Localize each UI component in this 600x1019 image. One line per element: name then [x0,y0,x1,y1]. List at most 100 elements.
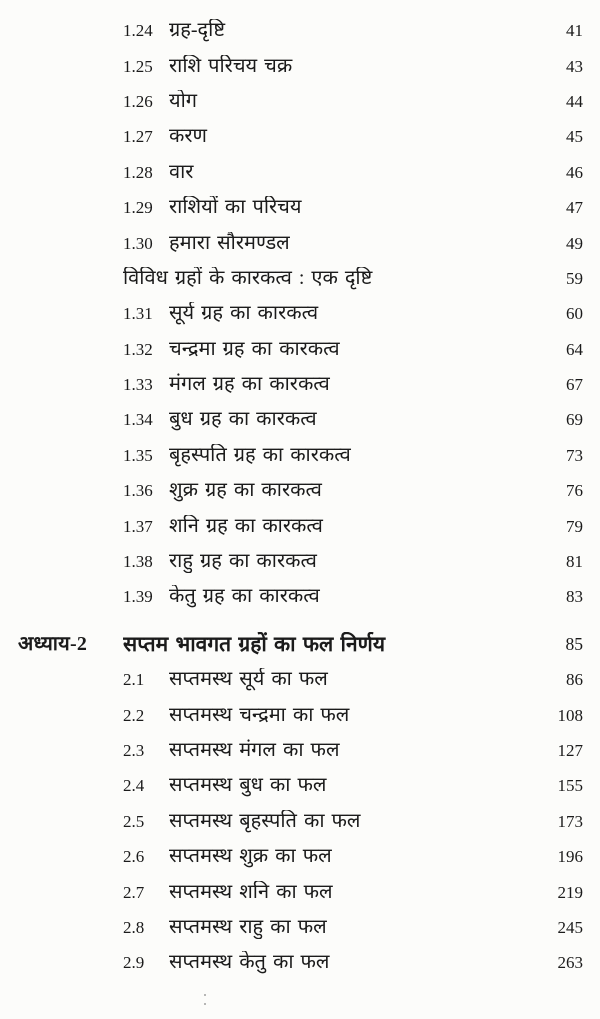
entry-number: 2.8 [123,917,145,937]
toc-row: 1.38 राहु ग्रह का कारकत्व 81 [0,544,600,579]
toc-row: 2.1 सप्तमस्थ सूर्य का फल 86 [0,662,600,697]
entry-page-number: 45 [566,127,583,147]
entry-page-number: 196 [557,847,584,867]
entry-number: 1.28 [123,162,153,182]
entry-title: ग्रह-दृष्टि [169,19,226,42]
entry-title: राशियों का परिचय [169,196,302,219]
toc-row: 1.35 बृहस्पति ग्रह का कारकत्व 73 [0,438,600,473]
entry-page-number: 83 [566,587,583,607]
toc-row: 1.27 करण 45 [0,119,600,154]
entry-number: 1.33 [123,375,153,395]
entry-title: सप्तमस्थ बृहस्पति का फल [169,809,361,832]
entry-page-number: 86 [566,670,583,690]
entry-page-number: 43 [566,56,583,76]
entry-page-number: 79 [566,516,583,536]
toc-row: 1.30 हमारा सौरमण्डल 49 [0,225,600,260]
entry-title: शनि ग्रह का कारकत्व [169,514,323,537]
toc-row: विविध ग्रहों के कारकत्व : एक दृष्टि 59 [0,261,600,296]
entry-title: सूर्य ग्रह का कारकत्व [169,302,319,325]
toc-row: 1.25 राशि परिचय चक्र 43 [0,48,600,83]
entry-page-number: 44 [566,91,583,111]
entry-number: 1.31 [123,304,153,324]
toc-row: 2.9 सप्तमस्थ केतु का फल 263 [0,945,600,980]
entry-title: सप्तमस्थ शनि का फल [169,880,333,903]
toc-row: 2.4 सप्तमस्थ बुध का फल 155 [0,768,600,803]
entry-page-number: 46 [566,162,583,182]
entry-number: 2.5 [123,811,145,831]
entry-page-number: 60 [566,304,583,324]
entry-title: केतु ग्रह का कारकत्व [169,585,320,608]
entry-number: 1.29 [123,198,153,218]
entry-page-number: 219 [557,882,584,902]
toc-row: 1.28 वार 46 [0,155,600,190]
toc-row: 1.31 सूर्य ग्रह का कारकत्व 60 [0,296,600,331]
entry-title: राहु ग्रह का कारकत्व [169,550,317,573]
toc-row: 2.2 सप्तमस्थ चन्द्रमा का फल 108 [0,697,600,732]
entry-title: योग [169,89,198,112]
toc-row: अध्याय-2 सप्तम भावगत ग्रहों का फल निर्णय… [0,627,600,662]
toc-row: 2.8 सप्तमस्थ राहु का फल 245 [0,910,600,945]
entry-title: सप्तमस्थ बुध का फल [169,774,327,797]
entry-title: सप्तमस्थ चन्द्रमा का फल [169,703,350,726]
entry-title: वार [169,160,194,183]
chapter-label: अध्याय-2 [18,633,88,656]
entry-number: 1.25 [123,56,153,76]
entry-page-number: 76 [566,481,583,501]
entry-page-number: 69 [566,410,583,430]
entry-page-number: 173 [557,811,584,831]
entry-page-number: 245 [557,917,584,937]
entry-number: 1.38 [123,552,153,572]
entry-number: 2.7 [123,882,145,902]
entry-number: 1.30 [123,233,153,253]
entry-title: विविध ग्रहों के कारकत्व : एक दृष्टि [123,266,373,289]
entry-title: राशि परिचय चक्र [169,54,293,77]
toc-row: 1.37 शनि ग्रह का कारकत्व 79 [0,508,600,543]
entry-number: 1.26 [123,91,153,111]
entry-title: हमारा सौरमण्डल [169,231,290,254]
entry-page-number: 47 [566,198,583,218]
entry-title: सप्तमस्थ राहु का फल [169,915,327,938]
entry-number: 2.6 [123,847,145,867]
entry-number: 1.27 [123,127,153,147]
toc-row: 2.7 सप्तमस्थ शनि का फल 219 [0,874,600,909]
entry-page-number: 73 [566,445,583,465]
entry-page-number: 108 [557,705,584,725]
toc-row: 1.32 चन्द्रमा ग्रह का कारकत्व 64 [0,332,600,367]
entry-title: सप्तमस्थ केतु का फल [169,951,330,974]
table-of-contents: 1.24 ग्रह-दृष्टि 41 1.25 राशि परिचय चक्र… [0,13,600,980]
entry-number: 1.37 [123,516,153,536]
toc-row: 1.39 केतु ग्रह का कारकत्व 83 [0,579,600,614]
entry-number: 1.32 [123,339,153,359]
toc-row: 1.24 ग्रह-दृष्टि 41 [0,13,600,48]
toc-row: 1.33 मंगल ग्रह का कारकत्व 67 [0,367,600,402]
entry-title: सप्तमस्थ शुक्र का फल [169,845,332,868]
entry-page-number: 49 [566,233,583,253]
entry-title: सप्तमस्थ मंगल का फल [169,739,340,761]
entry-number: 2.3 [123,741,145,760]
entry-page-number: 127 [557,741,584,760]
entry-number: 2.4 [123,776,145,796]
entry-number: 1.34 [123,410,153,430]
entry-page-number: 64 [566,339,583,359]
scan-speck-artifact [204,994,207,1006]
toc-row: 1.29 राशियों का परिचय 47 [0,190,600,225]
entry-number: 1.39 [123,587,153,607]
entry-page-number: 59 [566,268,583,288]
entry-page-number: 67 [566,375,583,395]
entry-number: 2.9 [123,953,145,973]
entry-page-number: 85 [565,633,584,654]
entry-title: करण [169,125,207,148]
toc-row: 2.5 सप्तमस्थ बृहस्पति का फल 173 [0,804,600,839]
entry-title: बुध ग्रह का कारकत्व [169,408,317,431]
entry-title: शुक्र ग्रह का कारकत्व [169,479,322,502]
entry-page-number: 41 [566,21,583,41]
entry-title: चन्द्रमा ग्रह का कारकत्व [169,337,340,360]
entry-number: 1.24 [123,21,153,41]
toc-row: 1.36 शुक्र ग्रह का कारकत्व 76 [0,473,600,508]
entry-number: 1.35 [123,445,153,465]
entry-title: बृहस्पति ग्रह का कारकत्व [169,443,351,466]
toc-row: 1.26 योग 44 [0,84,600,119]
entry-page-number: 81 [566,552,583,572]
entry-number: 2.1 [123,670,145,690]
entry-title: सप्तमस्थ सूर्य का फल [169,668,328,691]
